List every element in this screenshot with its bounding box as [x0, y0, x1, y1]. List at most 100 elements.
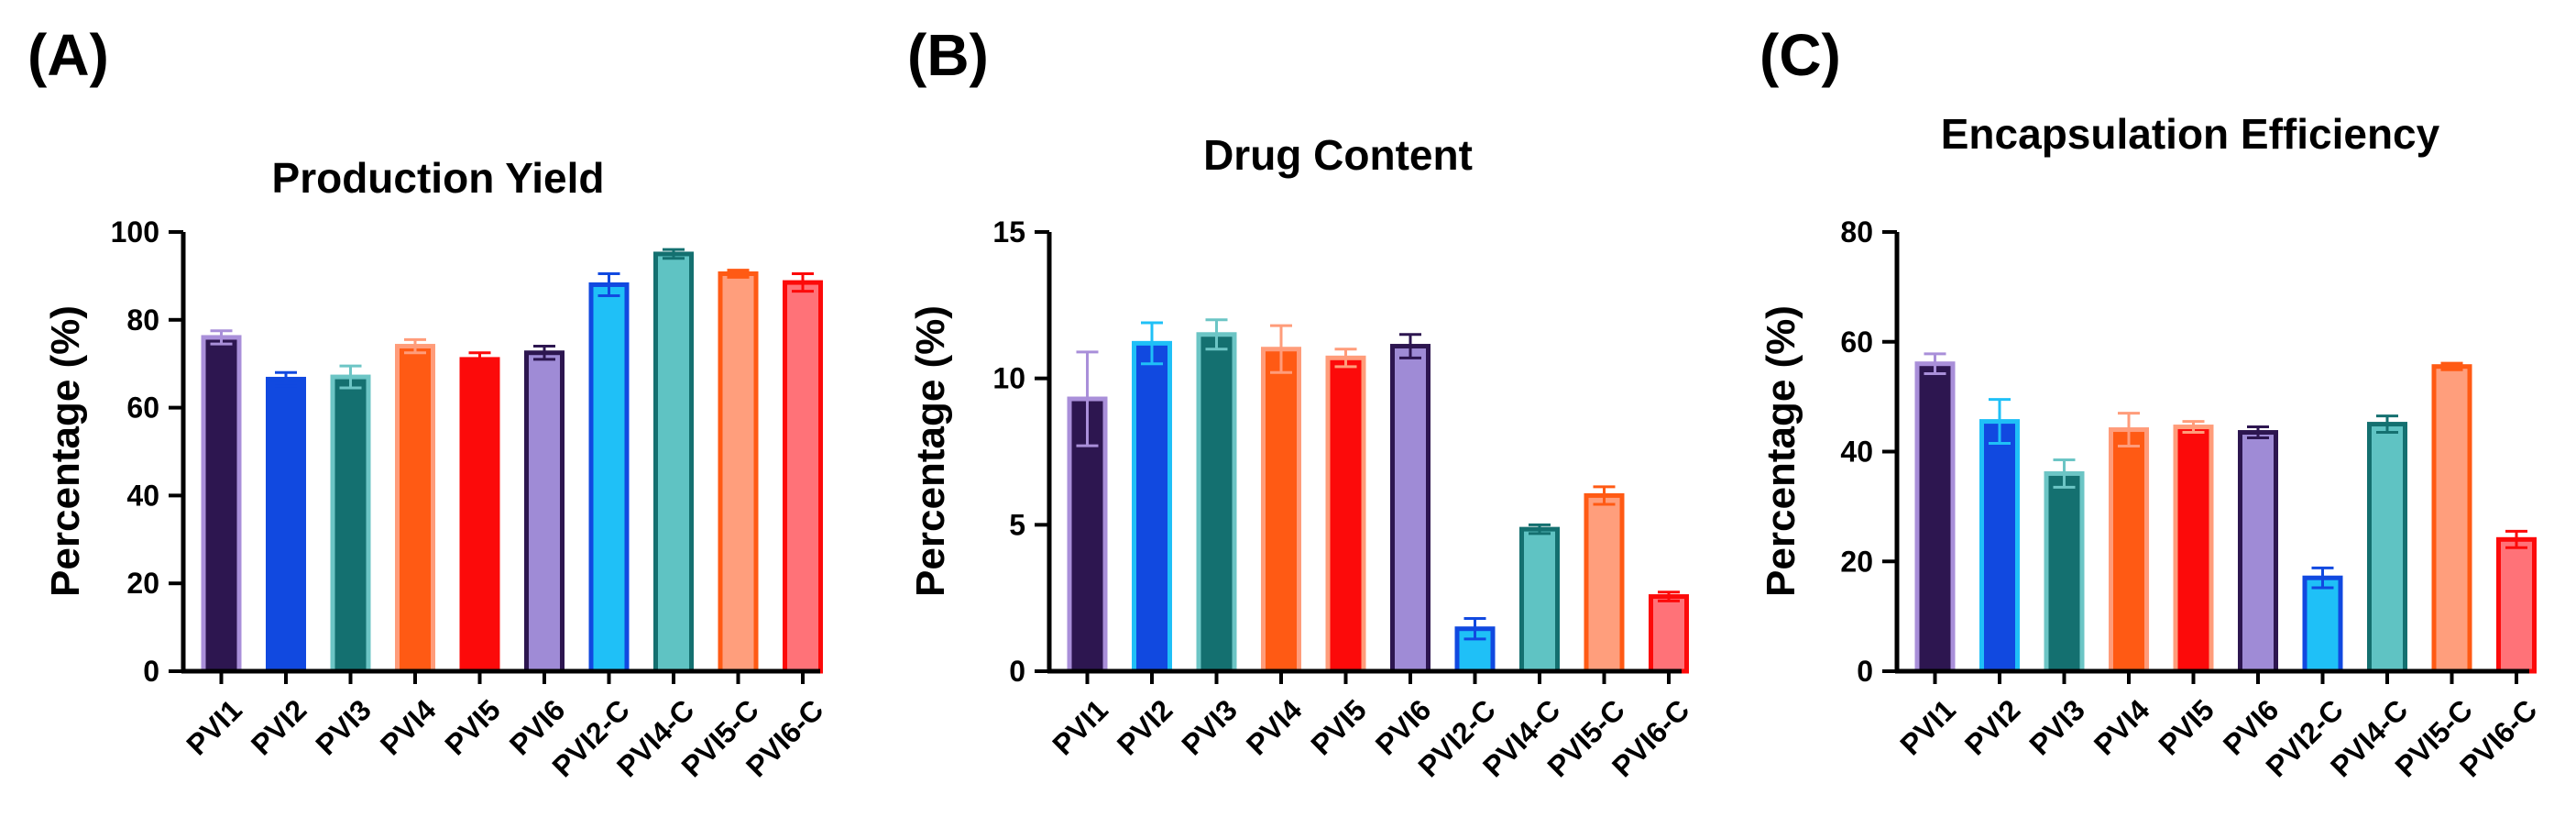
panel-a-error-bar: [663, 248, 685, 260]
panel-c-error-bar: [2311, 566, 2334, 590]
panel-b-y-tick-label: 10: [992, 362, 1025, 395]
panel-a-bar: [524, 350, 565, 674]
panel-c-x-tick-label: PVI3: [2022, 693, 2091, 762]
panel-a-plot: PVI1PVI2PVI3PVI4PVI5PVI6PVI2-CPVI4-CPVI5…: [111, 215, 830, 783]
panel-a-x-tick-label: PVI5: [438, 693, 507, 762]
panel-a-bar: [395, 344, 435, 674]
panel-b-bar: [1519, 526, 1560, 674]
panel-c-error-bar: [2182, 420, 2205, 435]
panel-a-title: Production Yield: [272, 154, 605, 202]
panel-a-bar: [783, 280, 823, 674]
panel-c-plot: PVI1PVI2PVI3PVI4PVI5PVI6PVI2-CPVI4-CPVI5…: [1840, 215, 2543, 783]
panel-a-error-bar: [727, 269, 750, 279]
panel-c: (C) Encapsulation Efficiency Percentage …: [1759, 22, 2543, 783]
panel-b-error-bar: [1399, 333, 1421, 359]
panel-b-x-tick-label: PVI1: [1046, 693, 1114, 762]
panel-a-y-tick-label: 80: [126, 304, 159, 337]
panel-b-y-tick-label: 0: [1009, 655, 1025, 688]
panel-c-error-bar: [2440, 361, 2463, 371]
panel-c-bar: [2109, 427, 2149, 674]
panel-a-bar: [718, 271, 759, 674]
panel-b-bar: [1132, 340, 1172, 674]
panel-c-y-tick-label: 80: [1840, 215, 1873, 248]
panel-a-y-tick-label: 20: [126, 567, 159, 600]
panel-a-error-bar: [597, 272, 620, 297]
panel-a-bar: [459, 357, 500, 674]
panel-b-error-bar: [1270, 324, 1292, 374]
panel-b-x-tick-label: PVI5: [1304, 693, 1373, 762]
panel-a: (A) Production Yield Percentage (%) PVI1…: [27, 22, 829, 783]
panel-b-x-tick-label: PVI3: [1175, 693, 1244, 762]
panel-b-bar: [1390, 344, 1431, 674]
panel-c-error-bar: [1989, 398, 2011, 446]
panel-a-y-tick-label: 100: [111, 215, 159, 248]
panel-a-label: (A): [27, 22, 109, 88]
panel-b-x-tick-label: PVI2: [1111, 693, 1179, 762]
panel-a-error-bar: [792, 272, 814, 293]
panel-a-error-bar: [210, 329, 233, 346]
panel-b-error-bar: [1463, 617, 1486, 641]
panel-b-bar: [1649, 594, 1689, 674]
panel-a-bar: [330, 374, 371, 674]
panel-a-y-tick-label: 60: [126, 392, 159, 425]
panel-b-error-bar: [1658, 591, 1680, 602]
panel-a-ylabel: Percentage (%): [43, 305, 88, 597]
panel-a-bar: [653, 251, 694, 674]
panel-c-error-bar: [2053, 458, 2076, 489]
panel-c-y-tick-label: 60: [1840, 326, 1873, 359]
panel-a-x-tick-label: PVI3: [309, 693, 378, 762]
panel-c-error-bar: [2118, 412, 2140, 448]
panel-c-x-tick-label: PVI2: [1958, 693, 2027, 762]
panel-c-error-bar: [2505, 529, 2527, 549]
panel-b-y-tick-label: 5: [1009, 508, 1025, 541]
panel-c-bar: [2302, 575, 2343, 674]
panel-c-error-bar: [2247, 425, 2269, 440]
panel-a-error-bar: [404, 337, 426, 355]
panel-c-bar: [2367, 422, 2407, 674]
panel-b-bar: [1196, 332, 1237, 674]
panel-b: (B) Drug Content Percentage (%) PVI1PVI2…: [907, 22, 1695, 783]
panel-b-label: (B): [907, 22, 989, 88]
panel-a-error-bar: [275, 370, 297, 388]
panel-c-error-bar: [1924, 352, 1946, 375]
panel-b-error-bar: [1529, 523, 1551, 535]
panel-c-x-tick-label: PVI1: [1893, 693, 1962, 762]
panel-c-bar: [2496, 536, 2537, 674]
panel-a-bar: [266, 376, 306, 674]
panel-c-y-tick-label: 20: [1840, 545, 1873, 578]
panel-b-error-bar: [1076, 350, 1099, 447]
panel-a-error-bar: [339, 364, 362, 390]
panel-c-y-tick-label: 0: [1857, 655, 1873, 688]
panel-a-error-bar: [533, 345, 555, 361]
panel-a-bar: [201, 335, 242, 674]
panel-c-bar: [2238, 430, 2278, 674]
panel-b-error-bar: [1593, 485, 1616, 506]
panel-c-bar: [2431, 364, 2472, 674]
panel-c-title: Encapsulation Efficiency: [1941, 110, 2440, 158]
panel-c-y-tick-label: 40: [1840, 436, 1873, 469]
panel-a-x-tick-label: PVI2: [245, 693, 313, 762]
panel-a-bar: [588, 282, 630, 674]
panel-b-bar: [1261, 347, 1301, 674]
panel-b-plot: PVI1PVI2PVI3PVI4PVI5PVI6PVI2-CPVI4-CPVI5…: [992, 215, 1695, 783]
panel-c-label: (C): [1759, 22, 1841, 88]
panel-b-bar: [1584, 492, 1625, 674]
panel-b-ylabel: Percentage (%): [908, 305, 953, 597]
panel-a-y-tick-label: 0: [143, 655, 159, 688]
panel-c-bar: [2044, 470, 2085, 674]
panel-c-ylabel: Percentage (%): [1759, 305, 1803, 597]
panel-c-x-tick-label: PVI5: [2152, 693, 2220, 762]
panel-a-x-tick-label: PVI1: [180, 693, 248, 762]
panel-a-y-tick-label: 40: [126, 479, 159, 512]
panel-b-error-bar: [1205, 318, 1228, 351]
panel-b-error-bar: [1141, 321, 1163, 366]
panel-b-x-tick-label: PVI4: [1240, 693, 1309, 762]
panel-c-error-bar: [2376, 414, 2398, 435]
panel-c-bar: [1914, 361, 1956, 674]
panel-a-error-bar: [468, 351, 491, 368]
panel-c-x-tick-label: PVI4: [2088, 693, 2156, 762]
panel-b-error-bar: [1334, 348, 1357, 369]
panel-b-title: Drug Content: [1203, 131, 1473, 179]
panel-c-bar: [2173, 425, 2214, 674]
